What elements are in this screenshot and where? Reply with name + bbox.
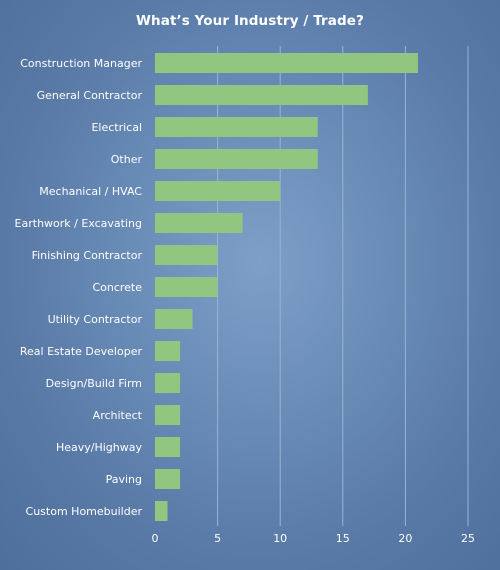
category-label: Earthwork / Excavating: [15, 217, 142, 230]
bar: [155, 309, 193, 329]
bar: [155, 181, 281, 201]
bar: [155, 437, 181, 457]
category-label: Utility Contractor: [48, 313, 143, 326]
x-tick-label: 5: [214, 532, 221, 545]
bar: [155, 117, 318, 137]
category-label: Finishing Contractor: [32, 249, 143, 262]
bar: [155, 373, 181, 393]
category-label: Mechanical / HVAC: [39, 185, 142, 198]
bar: [155, 341, 181, 361]
chart-title: What’s Your Industry / Trade?: [136, 13, 364, 29]
bar: [155, 213, 243, 233]
x-tick-label: 20: [398, 532, 412, 545]
category-labels: Construction Manager General Contractor El…: [15, 57, 143, 518]
bar: [155, 405, 181, 425]
x-tick-label: 10: [273, 532, 287, 545]
bar: [155, 53, 418, 73]
category-label: Design/Build Firm: [46, 377, 142, 390]
x-tick-label: 0: [152, 532, 159, 545]
bar: [155, 469, 181, 489]
category-label: Real Estate Developer: [20, 345, 143, 358]
bar: [155, 277, 218, 297]
bars: [155, 53, 418, 521]
category-label: Concrete: [92, 281, 142, 294]
bar: [155, 85, 368, 105]
category-label: Heavy/Highway: [56, 441, 143, 454]
x-axis-tick-labels: 0 5 10 15 20 25: [152, 532, 476, 545]
x-tick-label: 15: [336, 532, 350, 545]
bar: [155, 245, 218, 265]
bar: [155, 501, 168, 521]
bar: [155, 149, 318, 169]
category-label: General Contractor: [37, 89, 143, 102]
x-tick-label: 25: [461, 532, 475, 545]
category-label: Paving: [106, 473, 142, 486]
category-label: Other: [111, 153, 143, 166]
category-label: Custom Homebuilder: [26, 505, 143, 518]
category-label: Architect: [93, 409, 143, 422]
category-label: Electrical: [91, 121, 142, 134]
category-label: Construction Manager: [20, 57, 142, 70]
